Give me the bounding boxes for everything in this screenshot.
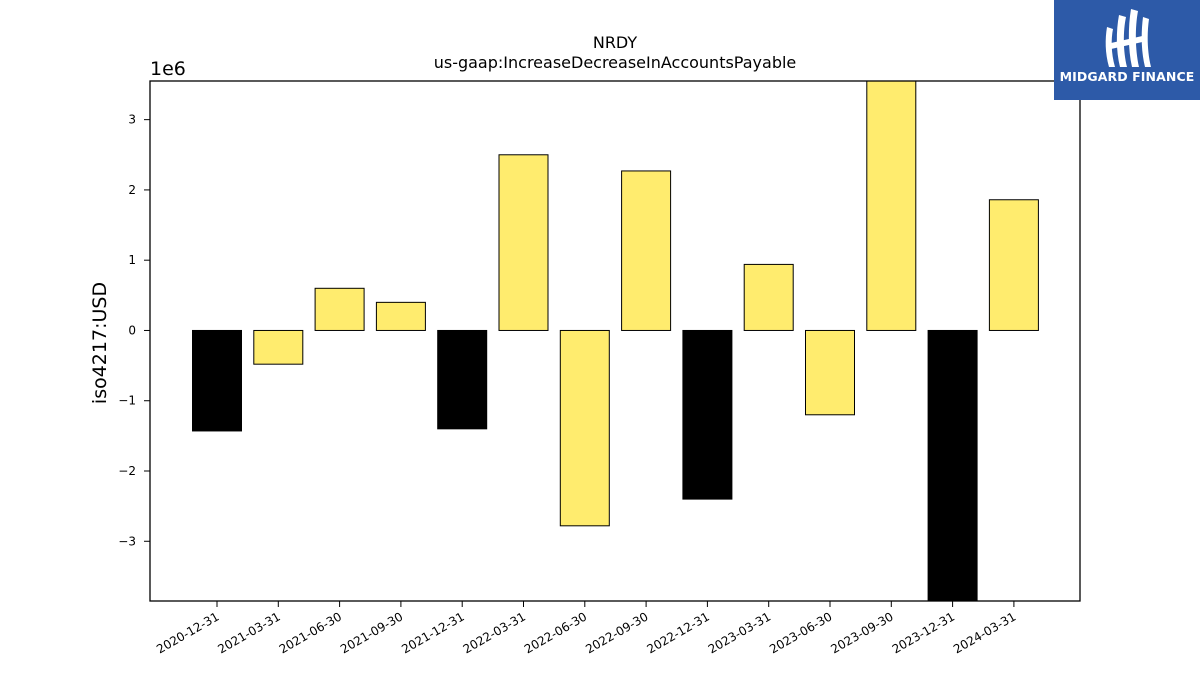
x-tick-label: 2022-06-30: [522, 609, 589, 656]
y-ticks-group: −3 −2 −1 0 1 2 3: [118, 113, 150, 548]
x-tick-label: 2021-09-30: [338, 609, 405, 656]
x-tick-label: 2023-12-31: [890, 609, 957, 656]
bar-2020-12-31: [192, 329, 242, 432]
y-tick-label: −3: [118, 534, 136, 548]
x-tick-label: 2021-03-31: [215, 609, 282, 656]
bar-2022-09-30: [621, 170, 672, 331]
y-tick-label: −2: [118, 464, 136, 478]
bar-2023-03-31: [743, 263, 794, 331]
x-tick-label: 2022-03-31: [461, 609, 528, 656]
bar-2021-06-30: [314, 287, 365, 331]
chart-subtitle: us-gaap:IncreaseDecreaseInAccountsPayabl…: [434, 53, 797, 72]
chart-title: NRDY: [593, 33, 638, 52]
bar-2022-12-31: [682, 329, 733, 500]
y-tick-label: 2: [128, 183, 136, 197]
bar-2021-12-31: [437, 329, 488, 430]
x-ticks-group: 2020-12-312021-03-312021-06-302021-09-30…: [154, 601, 1018, 656]
logo-mark-icon: [1105, 9, 1151, 67]
y-tick-label: 1: [128, 253, 136, 267]
x-tick-label: 2023-09-30: [828, 609, 895, 656]
bar-2022-03-31: [498, 154, 549, 331]
bars-group: [192, 80, 1039, 602]
x-tick-label: 2020-12-31: [154, 609, 221, 656]
y-axis-label: iso4217:USD: [89, 282, 111, 404]
logo-text: MIDGARD FINANCE: [1059, 69, 1195, 84]
bar-2023-06-30: [805, 329, 855, 416]
x-tick-label: 2024-03-31: [951, 609, 1018, 656]
x-tick-label: 2022-12-31: [644, 609, 711, 656]
bar-2023-12-31: [927, 329, 978, 602]
bar-2023-09-30: [866, 80, 917, 331]
y-tick-label: 3: [128, 113, 136, 127]
bar-2024-03-31: [988, 199, 1039, 331]
y-offset-label: 1e6: [150, 58, 186, 80]
x-tick-label: 2023-03-31: [706, 609, 773, 656]
bar-2021-03-31: [253, 329, 304, 365]
plot-frame: [149, 80, 1081, 602]
y-tick-label: 0: [128, 323, 136, 337]
y-tick-label: −1: [118, 394, 136, 408]
x-tick-label: 2021-12-31: [399, 609, 466, 656]
midgard-finance-logo: MIDGARD FINANCE: [1054, 0, 1200, 100]
x-tick-label: 2022-09-30: [583, 609, 650, 656]
bar-2022-06-30: [559, 329, 610, 527]
x-tick-label: 2023-06-30: [767, 609, 834, 656]
bar-2021-09-30: [375, 301, 426, 331]
x-tick-label: 2021-06-30: [277, 609, 344, 656]
